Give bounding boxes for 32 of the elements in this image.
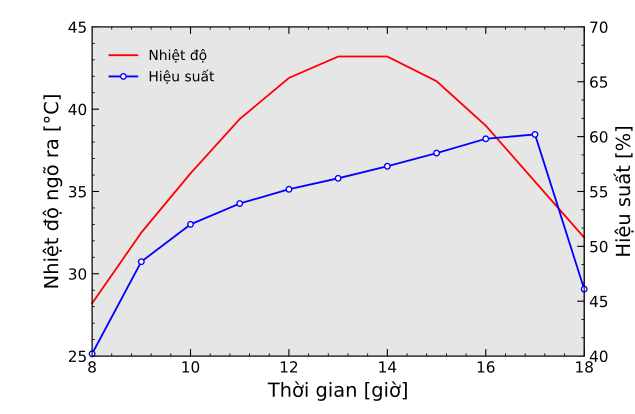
x-tick-label: 12 <box>280 361 298 373</box>
y-tick-label: 25 <box>68 350 86 362</box>
y2-tick-label: 70 <box>590 21 608 33</box>
point <box>433 150 440 157</box>
y-tick-label: 30 <box>68 268 86 280</box>
y-axis-title: Nhiệt độ ngõ ra [°C] <box>42 95 62 288</box>
point <box>532 130 538 138</box>
y2-tick-label: 40 <box>590 350 608 362</box>
y2-tick-label: 45 <box>590 296 608 308</box>
x-tick-label: 14 <box>379 361 396 373</box>
y2-tick-label: 65 <box>590 76 608 88</box>
y-tick-label: 40 <box>68 104 86 116</box>
point <box>285 186 292 193</box>
point <box>334 174 342 182</box>
point <box>138 258 145 266</box>
x-tick-label: 8 <box>88 361 96 373</box>
legend-label: Nhiệt độ <box>150 48 206 63</box>
point <box>236 200 244 208</box>
x-tick-label: 16 <box>478 361 495 373</box>
x-tick-label: 18 <box>576 361 593 373</box>
legend-label: Hiệu suất <box>150 70 214 84</box>
y2-tick-label: 50 <box>590 240 608 252</box>
x-tick-label: 10 <box>182 361 200 373</box>
y-tick-label: 45 <box>68 22 86 33</box>
point <box>187 220 194 228</box>
x-axis-title: Thời gian [giờ] <box>268 381 407 401</box>
y2-tick-label: 60 <box>590 131 608 143</box>
y2-axis-title: Hiệu suất [%] <box>614 126 634 256</box>
y2-tick-label: 55 <box>590 186 608 198</box>
y-tick-label: 35 <box>68 186 86 198</box>
point <box>482 135 490 142</box>
point <box>384 162 391 170</box>
